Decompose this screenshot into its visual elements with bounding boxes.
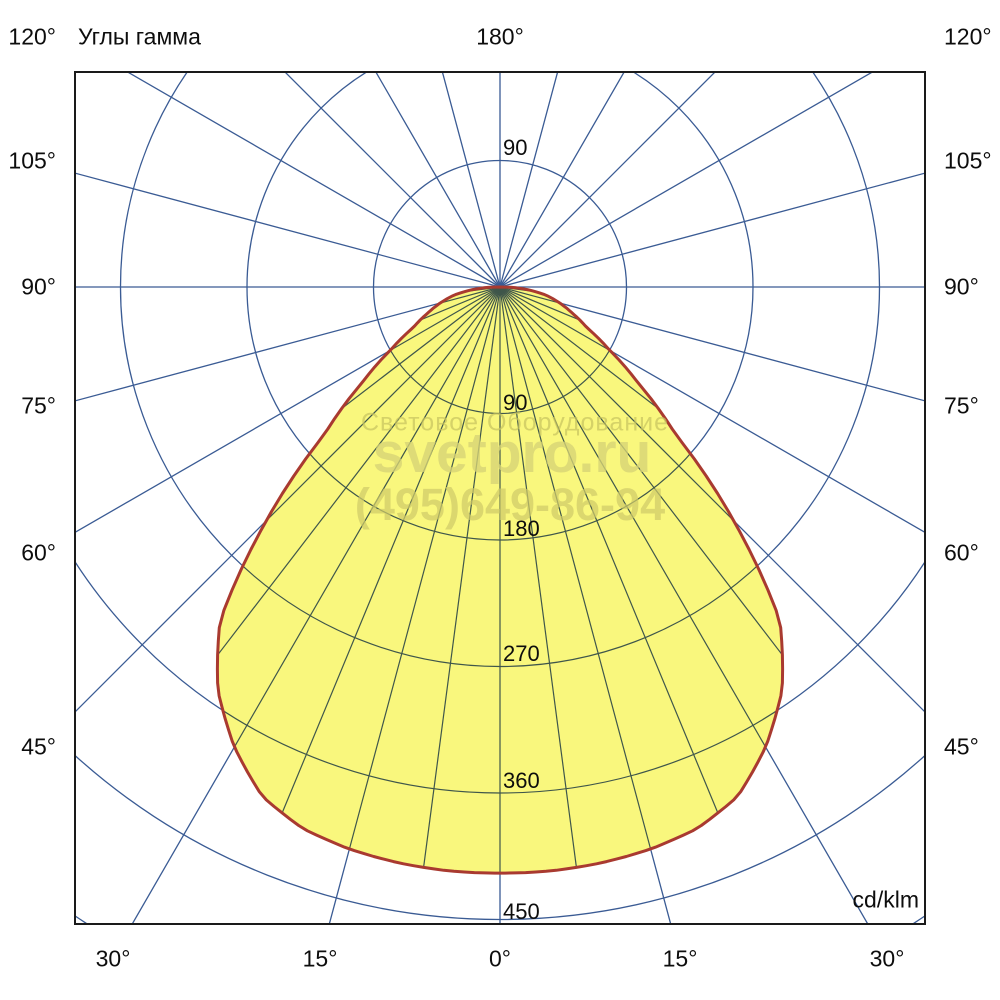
grid-ray <box>499 72 874 288</box>
gamma-label-right: 45° <box>944 733 979 760</box>
grid-ray <box>499 72 559 288</box>
grid-ray <box>75 172 501 288</box>
grid-ray <box>499 172 925 288</box>
grid-ray <box>75 286 501 534</box>
gamma-label-right: 60° <box>944 539 979 566</box>
grid-ray <box>126 72 501 288</box>
inner-ray <box>339 287 501 411</box>
radial-tick-label: 90 <box>503 390 528 415</box>
gamma-label-left: 45° <box>21 733 56 760</box>
radial-tick-label: 270 <box>503 641 540 666</box>
inner-ray <box>499 287 582 322</box>
grid-ray <box>499 286 925 402</box>
inner-ray <box>499 287 720 815</box>
unit-label: cd/klm <box>852 886 919 913</box>
inner-ray <box>499 287 783 657</box>
inner-ray <box>499 287 612 352</box>
gamma-label-right: 75° <box>944 392 979 419</box>
radial-tick-label: 90 <box>503 135 528 160</box>
inner-ray <box>418 287 501 322</box>
grid-ray <box>441 72 501 288</box>
gamma-label-bottom: 15° <box>302 945 338 972</box>
grid-ray <box>499 72 716 288</box>
gamma-label-top: 180° <box>476 23 524 50</box>
gamma-label-left: 60° <box>21 539 56 566</box>
grid-ray <box>375 72 501 288</box>
gamma-label-bottom: 30° <box>869 945 905 972</box>
gamma-label-right: 120° <box>944 23 992 50</box>
inner-ray <box>388 287 501 352</box>
plot-border <box>74 71 926 925</box>
inner-ray <box>499 287 652 852</box>
gamma-label-bottom: 15° <box>662 945 698 972</box>
gamma-label-right: 105° <box>944 147 992 174</box>
gamma-label-left: 120° <box>8 23 56 50</box>
gamma-label-bottom: 0° <box>489 945 511 972</box>
radial-tick-label: 450 <box>503 899 540 924</box>
inner-ray <box>438 287 501 305</box>
grid-ray <box>75 286 501 402</box>
grid-ray <box>499 72 625 288</box>
inner-ray <box>264 287 501 523</box>
inner-ray <box>499 287 768 750</box>
gamma-label-left: 90° <box>21 273 56 300</box>
grid-ray <box>499 286 925 534</box>
grid-ray <box>284 72 501 288</box>
page-title: Углы гамма <box>78 23 201 50</box>
radial-tick-label: 180 <box>503 516 540 541</box>
gamma-label-left: 105° <box>8 147 56 174</box>
gamma-label-right: 90° <box>944 273 979 300</box>
inner-ray <box>280 287 501 815</box>
gamma-label-left: 75° <box>21 392 56 419</box>
inner-ray <box>348 287 501 852</box>
inner-ray <box>232 287 501 750</box>
inner-ray <box>499 287 736 523</box>
intensity-curve-outline <box>215 285 785 875</box>
inner-ray <box>422 287 501 870</box>
inner-ray <box>217 287 501 657</box>
gamma-label-bottom: 30° <box>95 945 131 972</box>
inner-ray <box>499 287 578 870</box>
inner-ray <box>499 287 562 305</box>
radial-tick-label: 360 <box>503 768 540 793</box>
inner-ray <box>499 287 661 411</box>
